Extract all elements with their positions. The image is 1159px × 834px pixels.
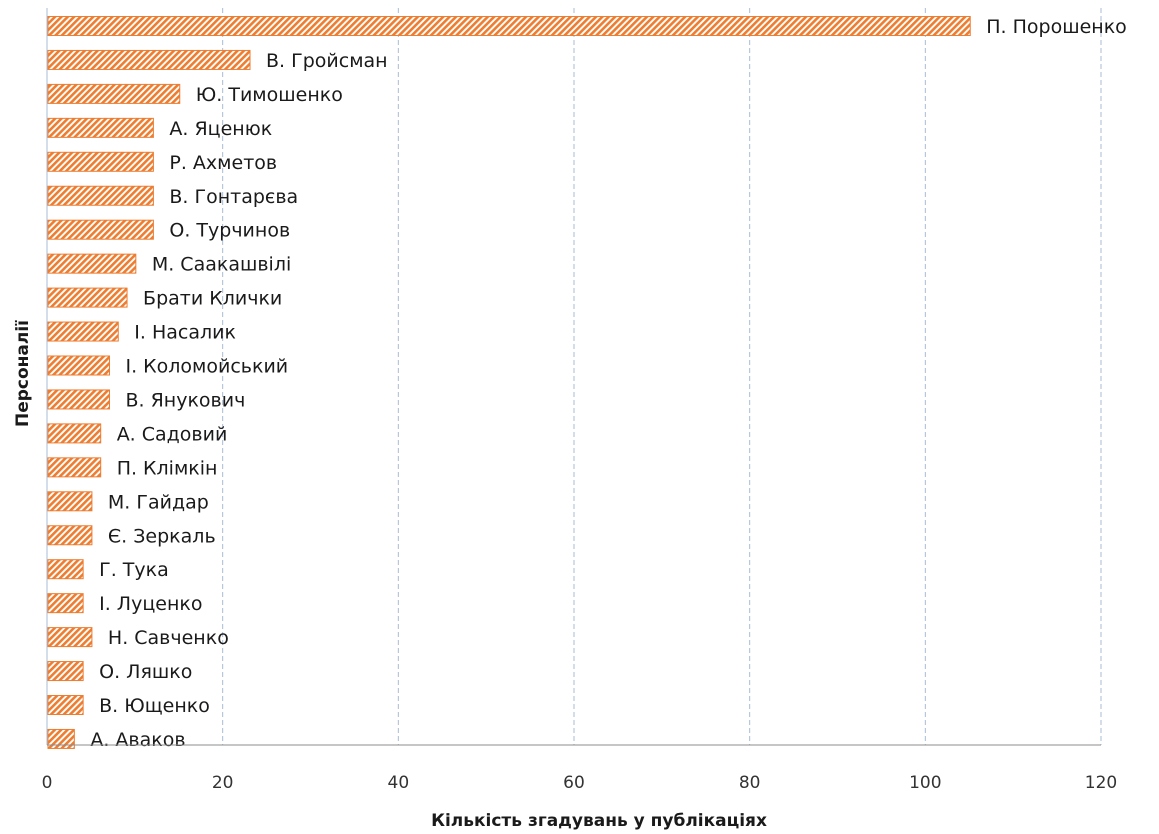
bar [47, 423, 102, 444]
y-axis-title: Персоналії [13, 320, 33, 427]
bar [47, 117, 154, 138]
x-tick-label: 120 [1085, 773, 1117, 793]
bar-label: О. Ляшко [99, 661, 192, 683]
bar-label: В. Ющенко [99, 695, 210, 717]
bar [47, 49, 251, 70]
x-tick-label: 80 [739, 773, 761, 793]
bar [47, 389, 110, 410]
grid-lines [46, 8, 1102, 745]
bar-label: Брати Клички [143, 288, 282, 310]
x-tick-label: 60 [563, 773, 585, 793]
bar-label: П. Порошенко [986, 16, 1127, 38]
bar [47, 593, 84, 614]
bar-label: Г. Тука [99, 559, 169, 581]
bar-label: Р. Ахметов [169, 152, 277, 174]
bar-label: В. Гройсман [266, 50, 388, 72]
x-tick-label: 20 [212, 773, 234, 793]
bar [47, 695, 84, 715]
bar [47, 185, 154, 206]
bar [47, 16, 971, 36]
bar [47, 491, 93, 512]
x-axis-title: Кількість згадувань у публікаціях [431, 811, 767, 831]
bar-label: Ю. Тимошенко [196, 84, 343, 106]
bar [47, 728, 75, 749]
bar-label: М. Гайдар [108, 491, 209, 513]
bar-label: І. Луценко [99, 593, 202, 615]
bar [47, 253, 137, 274]
bar-label: Н. Савченко [108, 627, 229, 649]
bar [47, 355, 110, 376]
bar [47, 219, 154, 240]
bar-label: О. Турчинов [169, 220, 290, 242]
bar [47, 559, 84, 580]
bar-label: А. Садовий [117, 423, 228, 445]
bar [47, 661, 84, 682]
bar-label: В. Янукович [125, 389, 245, 411]
bar-label: А. Яценюк [169, 118, 272, 140]
bar-label: І. Насалик [134, 322, 236, 344]
bar-label: М. Саакашвілі [152, 254, 291, 276]
bar [47, 321, 119, 342]
x-tick-label: 0 [42, 773, 53, 793]
bar [47, 525, 93, 546]
x-tick-labels: 0 20 40 60 80 100 120 [42, 773, 1118, 793]
x-tick-label: 40 [388, 773, 410, 793]
bar [47, 287, 128, 308]
bar-label: Є. Зеркаль [108, 525, 216, 547]
bars: П. Порошенко В. Гройсман Ю. Тимошенко А. Яц… [47, 16, 1127, 751]
bar [47, 151, 154, 172]
bar-label: П. Клімкін [117, 457, 218, 479]
bar [47, 627, 93, 648]
bar [47, 457, 102, 478]
bar-label: А. Аваков [90, 729, 185, 751]
bar [47, 83, 181, 104]
x-tick-label: 100 [909, 773, 941, 793]
bar-label: І. Коломойський [125, 356, 288, 378]
bar-label: В. Гонтарєва [169, 186, 298, 208]
